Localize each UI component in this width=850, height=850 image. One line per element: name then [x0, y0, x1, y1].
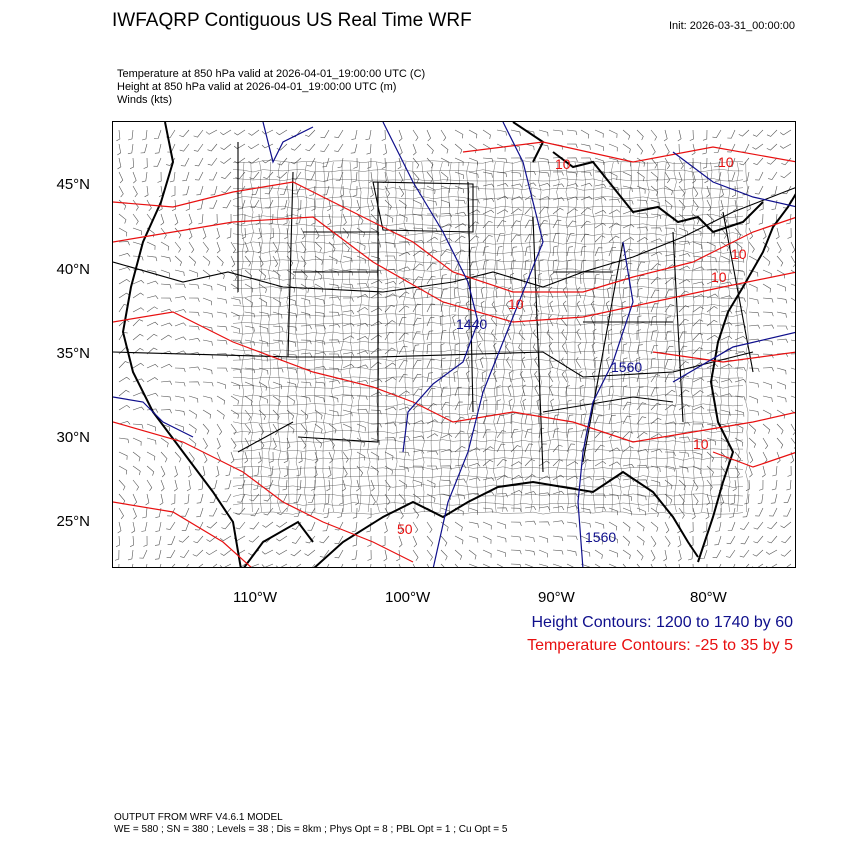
height-label: 1560: [585, 529, 616, 545]
temp-label: 10: [693, 436, 709, 452]
model-footer: OUTPUT FROM WRF V4.6.1 MODEL: [114, 812, 283, 823]
temp-label: 10: [718, 154, 734, 170]
lat-label-40: 40°N: [56, 261, 90, 278]
lon-label-80w: 80°W: [690, 589, 727, 606]
state-borders: [113, 142, 795, 473]
temp-label: 10: [555, 156, 571, 172]
lat-label-30: 30°N: [56, 429, 90, 446]
lon-label-110w: 110°W: [233, 589, 278, 606]
height-contours-legend: Height Contours: 1200 to 1740 by 60: [531, 614, 793, 631]
height-label: 1560: [611, 359, 642, 375]
temp-label: 10: [731, 246, 747, 262]
map-canvas: 10 10 10 10 10 10 50 1440 1560 1560: [113, 122, 795, 567]
lat-label-35: 35°N: [56, 345, 90, 362]
lon-label-100w: 100°W: [385, 589, 431, 606]
height-label: 1440: [456, 316, 487, 332]
lat-label-45: 45°N: [56, 176, 90, 193]
map-title: IWFAQRP Contiguous US Real Time WRF: [112, 10, 472, 31]
height-contours: [113, 122, 795, 567]
temp-label: 10: [508, 296, 524, 312]
init-time: Init: 2026-03-31_00:00:00: [669, 20, 795, 32]
contour-labels: 10 10 10 10 10 10 50 1440 1560 1560: [397, 154, 747, 545]
temperature-contours: [113, 141, 795, 567]
temp-label: 50: [397, 521, 413, 537]
temp-label: 10: [711, 269, 727, 285]
map-panel: 10 10 10 10 10 10 50 1440 1560 1560: [112, 121, 796, 568]
winds-field-label: Winds (kts): [117, 94, 172, 106]
height-field-label: Height at 850 hPa valid at 2026-04-01_19…: [117, 81, 397, 93]
lon-label-90w: 90°W: [538, 589, 575, 606]
county-borders: [232, 160, 749, 515]
temperature-contours-legend: Temperature Contours: -25 to 35 by 5: [527, 637, 793, 654]
lat-label-25: 25°N: [56, 513, 90, 530]
model-config-footer: WE = 580 ; SN = 380 ; Levels = 38 ; Dis …: [114, 824, 508, 835]
temperature-field-label: Temperature at 850 hPa valid at 2026-04-…: [117, 68, 426, 80]
